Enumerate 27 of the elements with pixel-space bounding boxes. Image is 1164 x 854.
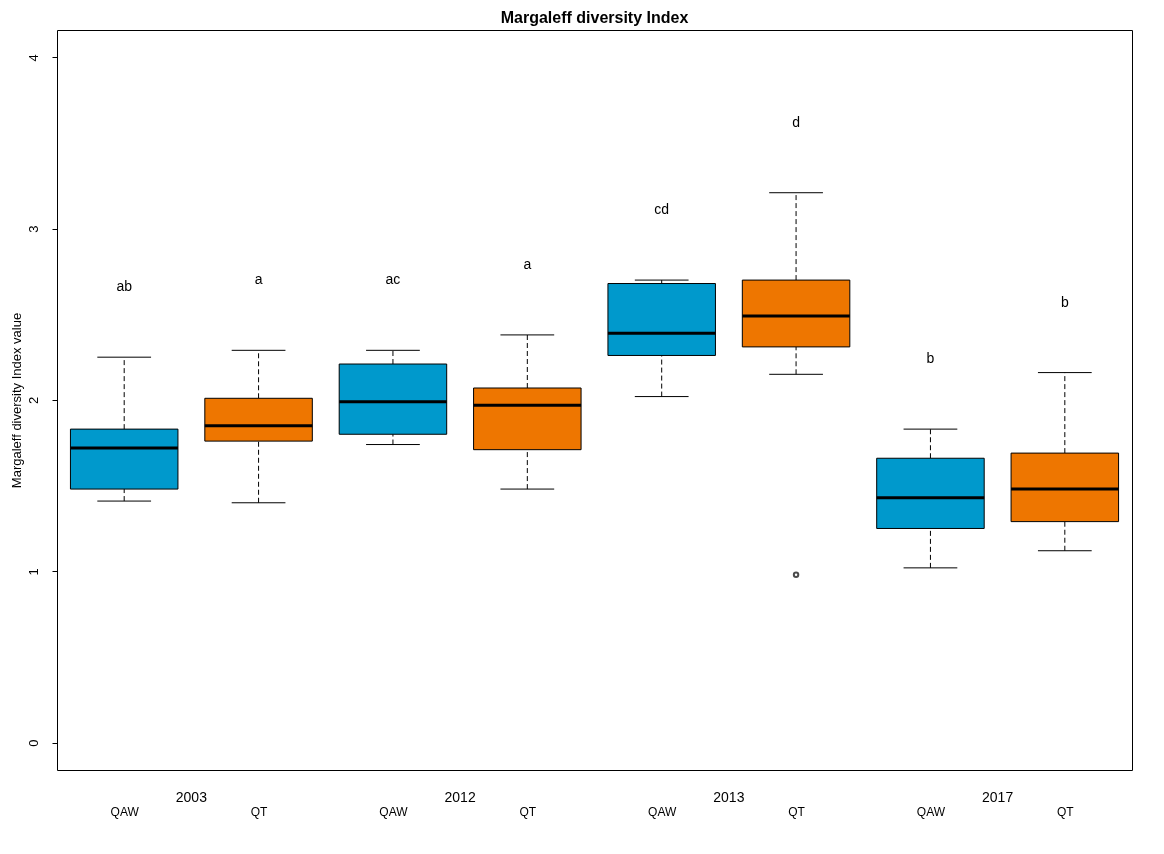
text: 2017 <box>982 789 1014 805</box>
y-tick-label: 2 <box>25 396 41 405</box>
text: 2013 <box>713 789 745 805</box>
chart-title: Margaleff diversity Index <box>500 9 689 26</box>
annotation: a <box>523 255 532 272</box>
x-tick-label: QAW <box>379 804 409 819</box>
x-tick-label: QT <box>1056 804 1075 819</box>
x-tick-label: QT <box>519 804 537 819</box>
x-tick-label: QAW <box>110 804 140 819</box>
y-axis-title: Margaleff diversity Index value <box>8 312 24 489</box>
x-tick-label: QT <box>788 804 806 819</box>
y-tick-label: 1 <box>25 568 41 576</box>
annotation: b <box>926 350 935 367</box>
annotation: cd <box>654 201 670 218</box>
text: 2003 <box>175 789 208 805</box>
x-tick-label: QAW <box>648 804 677 819</box>
y-tick-label: 4 <box>25 54 41 62</box>
annotation: ac <box>385 271 401 288</box>
annotation: a <box>254 271 263 288</box>
x-tick-label: QAW <box>916 804 946 819</box>
text: 2012 <box>444 789 476 805</box>
annotation: b <box>1060 293 1069 310</box>
y-tick-label: 0 <box>25 739 41 747</box>
x-tick-label: QT <box>250 804 269 819</box>
y-tick-label: 3 <box>25 225 41 233</box>
annotation: d <box>792 113 800 130</box>
annotation: ab <box>116 278 133 295</box>
